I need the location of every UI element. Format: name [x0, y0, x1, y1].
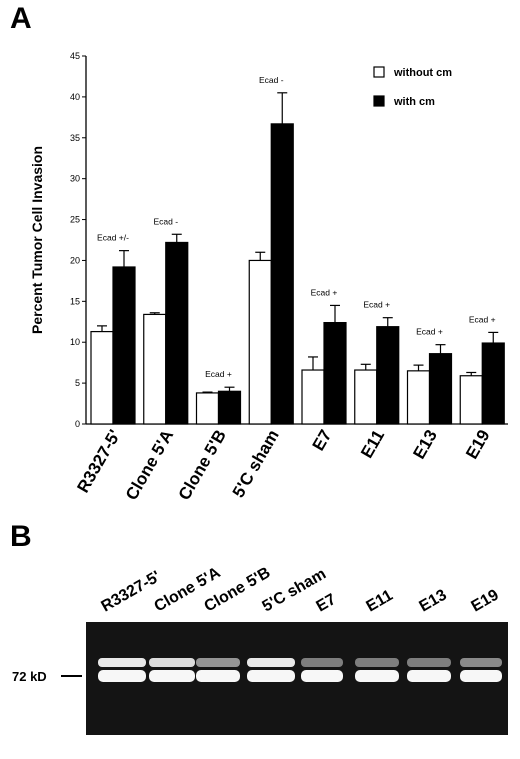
- blot-band-upper: [355, 658, 399, 667]
- bar-with-cm: [165, 241, 189, 425]
- ecad-annotation: Ecad -: [259, 75, 284, 85]
- ecad-annotation: Ecad +: [469, 314, 496, 324]
- bar-without-cm: [459, 375, 483, 425]
- blot-band-upper: [98, 658, 146, 667]
- bar-without-cm: [354, 369, 378, 425]
- y-axis-label: Percent Tumor Cell Invasion: [29, 146, 45, 334]
- y-tick-label: 30: [70, 174, 80, 184]
- category-label: E11: [357, 427, 388, 462]
- ecad-annotation: Ecad +: [311, 287, 338, 297]
- bar-without-cm: [301, 369, 325, 425]
- blot-lane-label: E7: [314, 591, 340, 616]
- ecad-annotation: Ecad +: [363, 300, 390, 310]
- blot-band-upper: [407, 658, 451, 667]
- bar-without-cm: [90, 330, 114, 425]
- blot-band-lower: [355, 670, 399, 682]
- panel-a-letter: A: [10, 2, 32, 35]
- category-label: Clone 5'B: [175, 427, 230, 504]
- bar-with-cm: [428, 353, 453, 425]
- legend-label-with-cm: with cm: [393, 96, 435, 108]
- blot-band-upper: [247, 658, 295, 667]
- blot-band-lower: [247, 670, 295, 682]
- y-tick-label: 0: [75, 419, 80, 429]
- ecad-annotation: Ecad +/-: [97, 233, 129, 243]
- blot-band-upper: [196, 658, 240, 667]
- blot-band-lower: [407, 670, 451, 682]
- bar-without-cm: [195, 392, 220, 425]
- blot-lane-label: E13: [417, 586, 450, 615]
- blot-lane-label: E19: [469, 586, 502, 615]
- ecad-annotation: Ecad -: [153, 216, 178, 226]
- category-label: Clone 5'A: [122, 427, 177, 504]
- ecad-annotation: Ecad +: [205, 369, 232, 379]
- legend-swatch-without-cm: [373, 66, 385, 78]
- y-tick-label: 35: [70, 133, 80, 143]
- bar-with-cm: [481, 342, 505, 425]
- y-tick-label: 10: [70, 337, 80, 347]
- bar-without-cm: [248, 259, 272, 425]
- y-tick-label: 20: [70, 255, 80, 265]
- legend: without cm with cm: [373, 66, 452, 108]
- bar-without-cm: [406, 370, 431, 425]
- y-tick-label: 25: [70, 215, 80, 225]
- blot-band-upper: [301, 658, 343, 667]
- y-tick-label: 5: [75, 378, 80, 388]
- blot-lane-label: E11: [364, 587, 396, 616]
- blot-band-lower: [98, 670, 146, 682]
- category-label: R3327-5': [73, 427, 124, 496]
- blot-band-upper: [460, 658, 502, 667]
- blot-band-upper: [149, 658, 195, 667]
- blot-lane-label: R3327-5': [99, 568, 164, 615]
- blot-band-lower: [149, 670, 195, 682]
- blot-bands: [98, 658, 502, 682]
- blot-band-lower: [460, 670, 502, 682]
- category-label: E19: [462, 427, 494, 463]
- bar-with-cm: [270, 123, 294, 425]
- category-label: E13: [409, 427, 441, 463]
- y-tick-label: 15: [70, 296, 80, 306]
- y-tick-label: 45: [70, 51, 80, 61]
- marker-72kd-label: 72 kD: [12, 669, 47, 684]
- legend-swatch-with-cm: [373, 95, 385, 107]
- bar-with-cm: [112, 266, 136, 425]
- y-tick-label: 40: [70, 92, 80, 102]
- bar-chart: 0 5 10 15 20 25 30 35 40 45 Ecad +/- R3327-5' Ecad -…: [70, 51, 508, 503]
- category-label: 5'C sham: [229, 427, 283, 501]
- bar-with-cm: [376, 326, 400, 425]
- blot-band-lower: [301, 670, 343, 682]
- bar-with-cm: [217, 390, 242, 425]
- legend-label-without-cm: without cm: [393, 67, 452, 79]
- ecad-annotation: Ecad +: [416, 327, 443, 337]
- blot-band-lower: [196, 670, 240, 682]
- category-label: E7: [309, 427, 336, 455]
- bar-with-cm: [323, 321, 347, 425]
- panel-b-letter: B: [10, 520, 32, 553]
- bar-without-cm: [143, 313, 167, 425]
